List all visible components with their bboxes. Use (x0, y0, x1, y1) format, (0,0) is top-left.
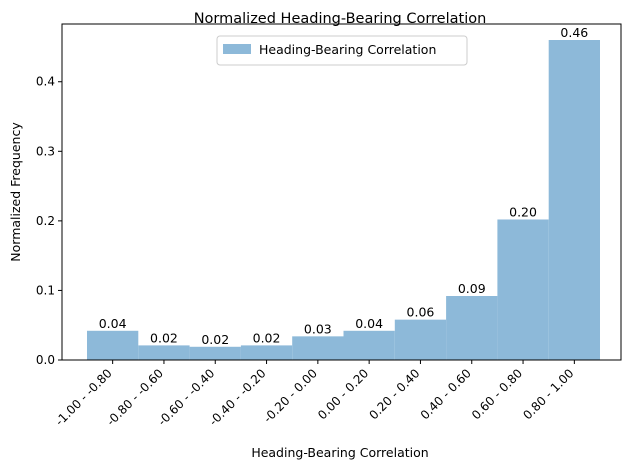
chart-title: Normalized Heading-Bearing Correlation (194, 11, 487, 27)
bar (446, 296, 498, 360)
x-tick-label: 0.00 - 0.20 (315, 366, 371, 422)
y-tick-label: 0.0 (36, 353, 55, 367)
data-label: 0.03 (304, 321, 332, 336)
y-axis-label: Normalized Frequency (8, 122, 23, 262)
legend-box (216, 35, 468, 66)
data-label: 0.02 (150, 330, 178, 345)
data-label: 0.02 (201, 332, 229, 347)
bar (394, 319, 447, 360)
y-tick-label: 0.2 (36, 214, 55, 228)
bar (292, 336, 344, 360)
x-tick-label: -0.20 - 0.00 (261, 366, 320, 425)
bar (87, 330, 139, 360)
x-tick-label: 0.20 - 0.40 (366, 366, 422, 422)
data-label: 0.06 (407, 305, 435, 320)
x-axis-label: Heading-Bearing Correlation (251, 445, 428, 460)
legend: Heading-Bearing Correlation (216, 35, 468, 66)
bar (548, 40, 600, 360)
y-tick-label: 0.1 (36, 283, 55, 297)
bar-group (87, 40, 600, 360)
data-label: 0.04 (99, 316, 127, 331)
y-axis: 0.0 0.1 0.2 0.3 0.4 (36, 75, 62, 367)
legend-label: Heading-Bearing Correlation (259, 42, 436, 57)
data-label: 0.02 (253, 330, 281, 345)
legend-swatch (223, 44, 251, 54)
x-tick-label: 0.80 - 1.00 (520, 366, 576, 422)
data-label: 0.09 (458, 281, 486, 296)
x-tick-label: 0.40 - 0.60 (418, 366, 474, 422)
bar (189, 346, 241, 360)
y-tick-label: 0.4 (36, 75, 55, 89)
data-label: 0.46 (560, 25, 588, 40)
bar (497, 219, 549, 360)
data-label: 0.20 (509, 204, 537, 219)
data-label-group: 0.04 0.02 0.02 0.02 0.03 0.04 0.06 0.09 0.20 0.46 (99, 25, 589, 347)
plot-frame (61, 23, 622, 361)
x-axis: -1.00 - -0.80-0.80 - -0.60-0.60 - -0.40-… (53, 360, 576, 428)
bar (138, 345, 190, 360)
bar (343, 330, 395, 360)
data-label: 0.04 (355, 316, 383, 331)
bar (240, 345, 293, 360)
y-tick-label: 0.3 (36, 144, 55, 158)
x-tick-label: 0.60 - 0.80 (469, 366, 525, 422)
